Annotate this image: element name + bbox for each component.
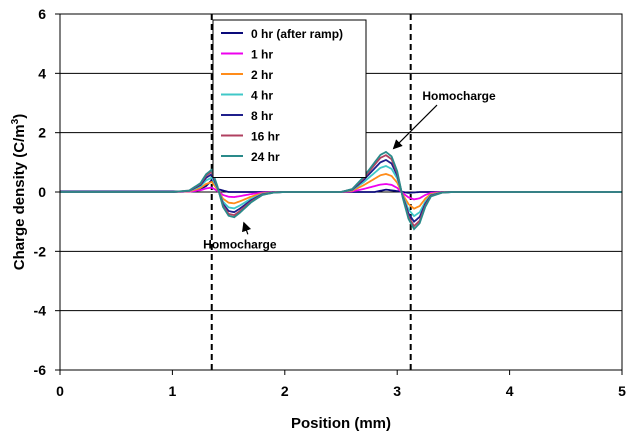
legend-box bbox=[212, 19, 367, 178]
y-tick-label: 0 bbox=[38, 184, 46, 200]
y-tick-label: -2 bbox=[34, 243, 47, 259]
x-axis-tick-labels: 0 1 2 3 4 5 bbox=[56, 370, 626, 399]
annotation-arrow bbox=[392, 104, 438, 150]
legend-label: 8 hr bbox=[251, 109, 273, 123]
x-tick-label: 0 bbox=[56, 383, 64, 399]
series-line bbox=[60, 150, 622, 231]
x-tick-label: 2 bbox=[281, 383, 289, 399]
y-tick-label: 2 bbox=[38, 125, 46, 141]
legend-label: 2 hr bbox=[251, 68, 273, 82]
y-axis-label: Charge density (C/m3) bbox=[10, 114, 28, 270]
legend: 0 hr (after ramp) 1 hr 2 hr 4 hr 8 hr 16 hr 24… bbox=[212, 19, 367, 178]
y-tick-label: 4 bbox=[38, 65, 46, 81]
legend-label: 4 hr bbox=[251, 89, 273, 103]
plot-area-frame bbox=[59, 13, 623, 371]
annotation-label: Homocharge bbox=[422, 89, 496, 103]
annotations: Homocharge Homocharge bbox=[203, 89, 496, 251]
y-tick-label: -4 bbox=[34, 303, 47, 319]
legend-label: 24 hr bbox=[251, 150, 280, 164]
y-axis-tick-labels: 6 4 2 0 -2 -4 -6 bbox=[34, 6, 47, 378]
series-line bbox=[60, 178, 622, 194]
x-tick-label: 4 bbox=[506, 383, 514, 399]
y-tick-label: -6 bbox=[34, 362, 47, 378]
legend-label: 0 hr (after ramp) bbox=[251, 27, 343, 41]
legend-label: 16 hr bbox=[251, 130, 280, 144]
x-tick-label: 5 bbox=[618, 383, 626, 399]
annotation-arrow bbox=[242, 221, 252, 235]
y-tick-label: 6 bbox=[38, 6, 46, 22]
x-tick-label: 1 bbox=[169, 383, 177, 399]
series-lines bbox=[60, 150, 622, 231]
x-tick-label: 3 bbox=[393, 383, 401, 399]
annotation-label: Homocharge bbox=[203, 237, 277, 251]
legend-label: 1 hr bbox=[251, 48, 273, 62]
x-axis-label: Position (mm) bbox=[291, 415, 391, 432]
